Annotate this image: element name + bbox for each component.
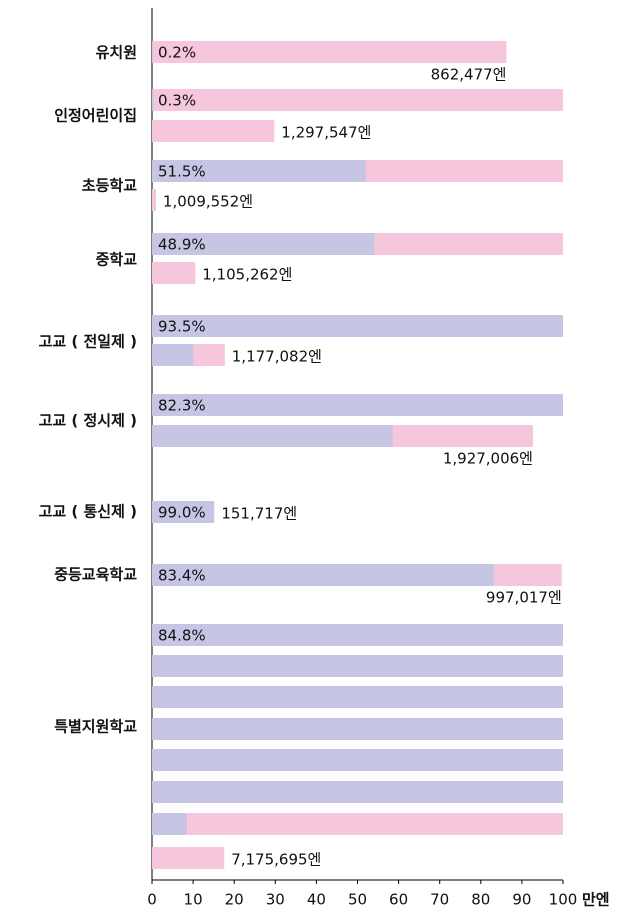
cost-bar: [152, 120, 275, 142]
share-bar: [152, 655, 563, 677]
x-tick-label: 10: [184, 891, 203, 908]
value-label: 1,927,006엔: [443, 450, 533, 468]
value-label: 997,017엔: [486, 589, 562, 607]
value-label: 1,297,547엔: [281, 124, 371, 142]
share-label: 84.8%: [158, 627, 206, 645]
share-bar: [152, 501, 214, 523]
category-label: 중학교: [96, 251, 138, 269]
cost-bar: [152, 262, 196, 284]
share-bar: [152, 686, 563, 708]
cost-bar: [152, 813, 563, 835]
x-tick-label: 40: [307, 891, 326, 908]
share-bar: [152, 624, 563, 646]
category-label: 특별지원학교: [54, 718, 137, 736]
value-label: 1,009,552엔: [163, 193, 253, 211]
value-label: 151,717엔: [221, 505, 297, 523]
value-label: 862,477엔: [431, 66, 507, 84]
share-bar: [152, 160, 366, 182]
share-bar: [152, 315, 563, 337]
x-tick-label: 20: [225, 891, 244, 908]
share-label: 83.4%: [158, 567, 206, 585]
x-tick-label: 80: [471, 891, 490, 908]
cost-bar: [152, 41, 507, 63]
share-bar: [152, 89, 154, 111]
share-bar: [152, 394, 563, 416]
category-label: 중등교육학교: [54, 566, 137, 584]
share-label: 0.2%: [158, 44, 196, 62]
category-label: 인정어린이집: [54, 107, 137, 125]
x-axis-label: 만엔: [582, 891, 610, 908]
share-label: 48.9%: [158, 236, 206, 254]
value-label: 1,105,262엔: [202, 266, 292, 284]
share-label: 51.5%: [158, 163, 206, 181]
share-bar: [152, 41, 153, 63]
value-label: 7,175,695엔: [231, 851, 321, 869]
cost-bar: [152, 89, 563, 111]
share-label: 82.3%: [158, 397, 206, 415]
value-label: 1,177,082엔: [232, 348, 322, 366]
category-label: 초등학교: [82, 177, 137, 195]
category-label: 유치원: [96, 44, 137, 62]
share-bar: [152, 718, 563, 740]
cost-bar: [152, 189, 156, 211]
x-tick-label: 0: [147, 891, 157, 908]
share-bar: [152, 781, 563, 803]
share-label: 99.0%: [158, 504, 206, 522]
share-bar: [152, 749, 563, 771]
share-bar: [152, 344, 194, 366]
x-tick-label: 30: [266, 891, 285, 908]
share-label: 0.3%: [158, 92, 196, 110]
share-bar: [152, 425, 393, 447]
x-tick-label: 60: [389, 891, 408, 908]
x-tick-label: 90: [512, 891, 531, 908]
category-label: 고교 ( 전일제 ): [39, 333, 137, 351]
share-bar: [152, 233, 375, 255]
category-label: 고교 ( 정시제 ): [39, 412, 137, 430]
share-bar: [152, 564, 494, 586]
x-tick-label: 50: [348, 891, 367, 908]
share-label: 93.5%: [158, 318, 206, 336]
x-tick-label: 100: [549, 891, 578, 908]
category-label: 고교 ( 통신제 ): [39, 503, 137, 521]
share-bar: [152, 813, 187, 835]
x-tick-label: 70: [430, 891, 449, 908]
cost-bar: [152, 847, 225, 869]
